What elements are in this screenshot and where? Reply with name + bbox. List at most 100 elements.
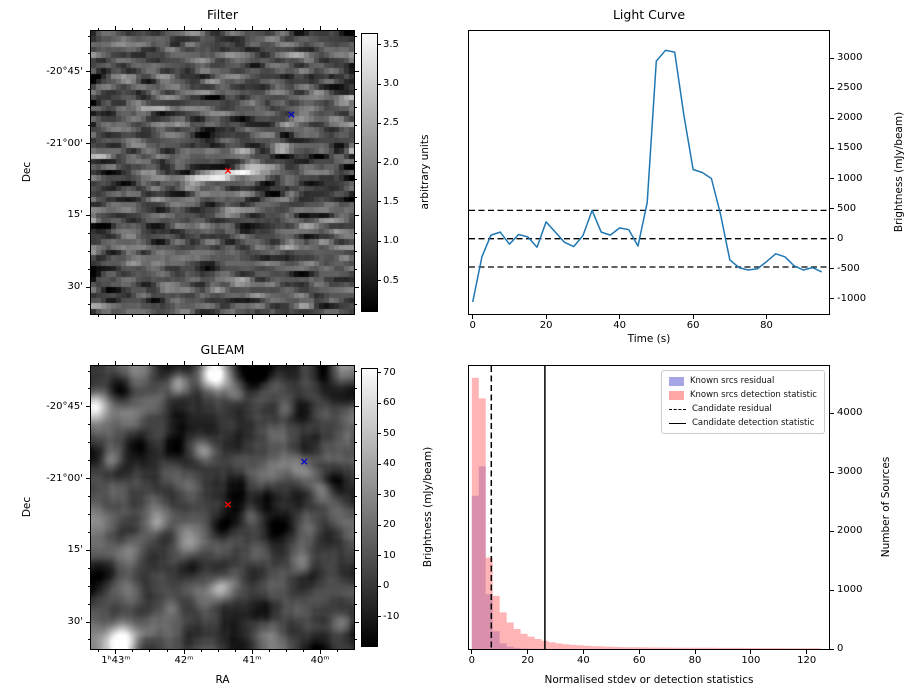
- y-tick-mark: [355, 71, 359, 73]
- x-tick-label: 40: [613, 320, 626, 331]
- colorbar-tick-label: 70: [383, 366, 396, 378]
- x-tick-mark: [166, 315, 168, 317]
- x-tick-mark: [268, 363, 270, 365]
- x-tick-label: 60: [632, 655, 646, 666]
- x-tick-mark: [132, 315, 134, 317]
- x-tick-mark: [149, 650, 151, 652]
- known-source-x-marker: ×: [286, 108, 296, 122]
- y-tick-mark: [355, 621, 359, 623]
- y-tick-mark: [86, 406, 90, 408]
- legend-item: Known srcs detection statistic: [668, 389, 817, 401]
- y-tick-mark: [355, 161, 357, 163]
- y-tick-mark: [355, 603, 357, 605]
- y-tick-mark: [355, 406, 359, 408]
- colorbar-tick-mark: [378, 240, 381, 242]
- gleam-ylabel: Dec: [21, 496, 33, 518]
- y-tick-mark: [355, 214, 359, 216]
- legend: Known srcs residual Known srcs detection …: [660, 370, 825, 434]
- y-tick-mark: [355, 125, 357, 127]
- colorbar-tick-mark: [378, 122, 381, 124]
- x-tick-mark: [115, 315, 117, 319]
- y-tick-label: 3000: [837, 466, 863, 478]
- colorbar-tick-label: 10: [383, 549, 396, 561]
- y-tick-mark: [830, 471, 834, 473]
- x-tick-mark: [251, 650, 253, 654]
- light-curve-xlabel: Time (s): [627, 333, 671, 345]
- histogram-xlabel: Normalised stdev or detection statistics: [544, 674, 754, 686]
- y-tick-mark: [355, 460, 357, 462]
- y-tick-mark: [86, 549, 90, 551]
- x-tick-mark: [302, 363, 304, 365]
- y-tick-mark: [830, 57, 834, 59]
- y-tick-mark: [86, 71, 90, 73]
- x-tick-mark: [166, 363, 168, 365]
- y-tick-label: -21°00': [46, 137, 83, 149]
- y-tick-mark: [88, 460, 90, 462]
- y-tick-mark: [88, 567, 90, 569]
- y-tick-label: 30': [67, 281, 83, 292]
- colorbar-tick-mark: [378, 494, 381, 496]
- x-tick-mark: [268, 650, 270, 652]
- y-tick-mark: [355, 442, 357, 444]
- y-tick-label: 2000: [837, 112, 863, 124]
- x-tick-mark: [471, 650, 473, 654]
- y-tick-label: -21°00': [46, 472, 83, 484]
- x-tick-label: 80: [760, 320, 773, 331]
- y-tick-mark: [830, 238, 834, 240]
- y-tick-label: 1000: [837, 584, 863, 596]
- gleam-colorbar-label: Brightness (mJy/beam): [422, 446, 434, 568]
- y-tick-label: 3000: [837, 52, 863, 64]
- x-tick-mark: [98, 363, 100, 365]
- colorbar-tick-label: 2.0: [383, 156, 399, 168]
- y-tick-label: 500: [837, 202, 857, 214]
- y-tick-mark: [355, 178, 357, 180]
- colorbar-tick-mark: [378, 402, 381, 404]
- y-tick-mark: [88, 585, 90, 587]
- x-tick-mark: [98, 315, 100, 317]
- y-tick-mark: [88, 639, 90, 641]
- y-tick-mark: [830, 412, 834, 414]
- histogram-panel: Known srcs residual Known srcs detection …: [468, 365, 830, 650]
- x-tick-mark: [692, 315, 694, 319]
- legend-item: Known srcs residual: [668, 375, 817, 387]
- x-tick-mark: [336, 28, 338, 30]
- y-tick-mark: [355, 531, 357, 533]
- light-curve-line: [471, 49, 823, 303]
- y-tick-mark: [86, 478, 90, 480]
- y-tick-mark: [355, 250, 357, 252]
- x-tick-mark: [302, 28, 304, 30]
- x-tick-mark: [98, 28, 100, 30]
- x-tick-mark: [545, 315, 547, 319]
- colorbar-tick-label: -10: [383, 610, 400, 622]
- colorbar-tick-label: 1.0: [383, 235, 399, 247]
- colorbar-tick-mark: [378, 201, 381, 203]
- y-tick-mark: [86, 214, 90, 216]
- x-tick-mark: [336, 650, 338, 652]
- histogram-plot: [471, 366, 821, 649]
- x-tick-mark: [217, 363, 219, 365]
- filter-image-panel: × ×: [90, 30, 355, 315]
- legend-label: Candidate residual: [691, 404, 772, 414]
- x-tick-mark: [251, 315, 253, 319]
- legend-swatch: [668, 376, 684, 386]
- colorbar-tick-label: 30: [383, 488, 396, 500]
- colorbar-tick-label: 3.5: [383, 38, 399, 50]
- x-tick-mark: [149, 315, 151, 317]
- y-tick-mark: [355, 232, 357, 234]
- x-tick-mark: [285, 650, 287, 652]
- y-tick-mark: [88, 304, 90, 306]
- x-tick-mark: [149, 363, 151, 365]
- y-tick-mark: [88, 496, 90, 498]
- x-tick-mark: [234, 363, 236, 365]
- y-tick-mark: [88, 125, 90, 127]
- colorbar-tick-label: 40: [383, 458, 396, 470]
- y-tick-label: 4000: [837, 407, 863, 419]
- light-curve-title: Light Curve: [612, 7, 686, 22]
- x-tick-mark: [527, 650, 529, 654]
- y-tick-label: 30': [67, 616, 83, 627]
- y-tick-mark: [88, 370, 90, 372]
- x-tick-label: 40ᵐ: [310, 655, 330, 666]
- x-tick-mark: [336, 315, 338, 317]
- y-tick-mark: [88, 178, 90, 180]
